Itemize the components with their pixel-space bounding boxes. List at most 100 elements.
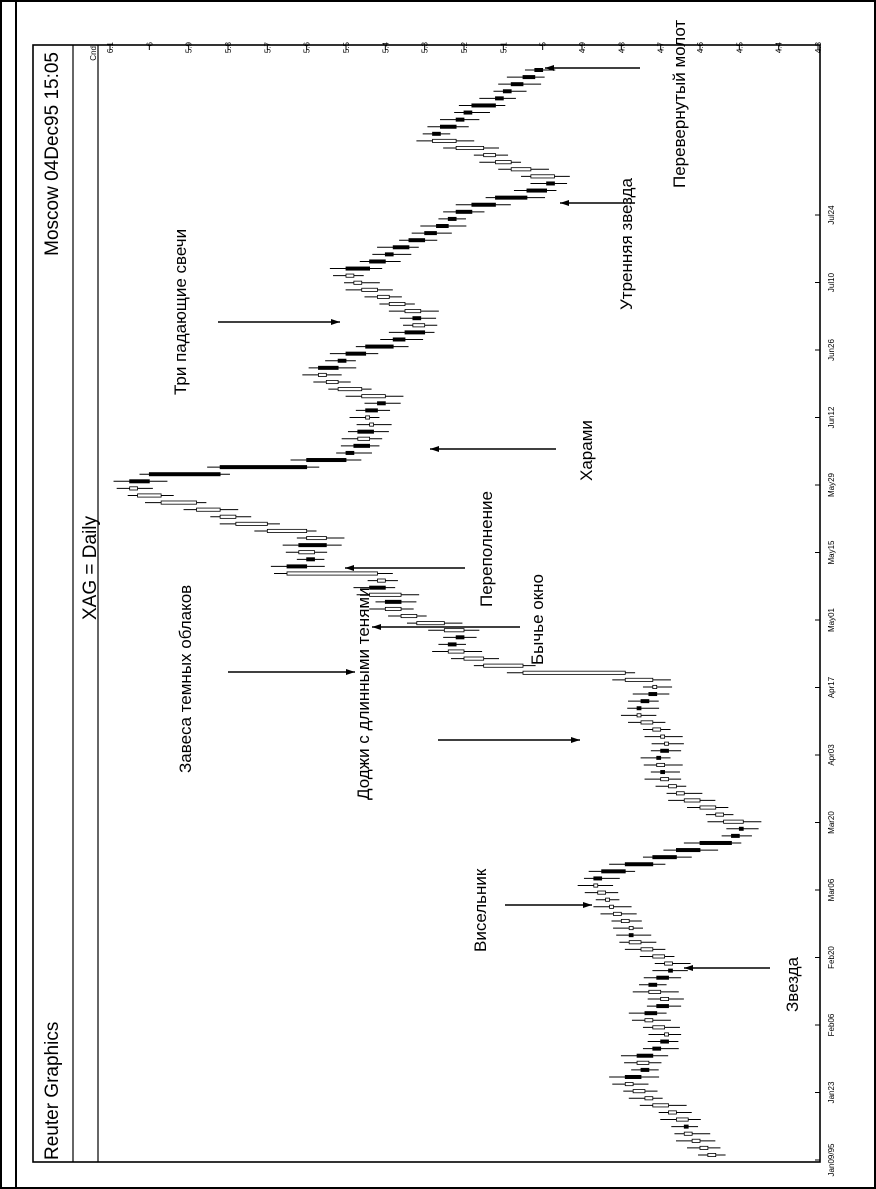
annotation-arrowhead [345,565,354,571]
candle-body [668,784,677,789]
candle-body [266,528,308,533]
candle-body [384,606,402,611]
candle-body [432,138,457,143]
candle-body [365,344,394,349]
candle-body [377,294,390,299]
price-tick-label: 4.4 [775,41,784,53]
candle-body [510,82,524,87]
candle-body [699,840,732,845]
plot-border [32,44,821,1163]
candle-body [660,734,666,739]
candle-body [628,933,634,938]
candle-body [738,826,744,831]
candle-body [392,245,410,250]
annotation-doji-line1: Доджи с длинными тенями [354,587,373,800]
candle-body [636,1053,654,1058]
price-tick-label: 6 [145,41,154,46]
annotation-arrowhead [583,902,592,908]
candle-body [707,1153,717,1158]
candle-body [455,117,465,122]
candle-body [196,507,221,512]
candle-body [412,323,426,328]
chart-title: XAG = Daily [80,515,101,620]
date-tick-label: Feb20 [827,946,836,969]
candle-body [384,599,402,604]
candle-body [345,450,355,455]
candle-body [640,947,654,952]
annotation-arrowhead [545,65,554,71]
candle-body [369,259,386,264]
candle-body [664,961,673,966]
date-tick-label: Feb06 [827,1013,836,1036]
candle-body [404,330,426,335]
candle-body [624,862,654,867]
candle-body [624,1082,634,1087]
candle-body [447,642,457,647]
candle-body [129,486,138,491]
price-tick-label: 5.7 [263,41,272,53]
annotation-dark-cloud: Завеса темных облаков [176,585,195,773]
date-tick-label: Jan09/95 [827,1143,836,1176]
candle-body [640,699,650,704]
candle-body [424,231,437,236]
candle-body [683,798,701,803]
candle-body [613,911,622,916]
candle-body [447,216,457,221]
candle-body [463,656,485,661]
candle-body [699,1145,709,1150]
candle-body [652,684,658,689]
price-tick-label: 5.9 [185,41,194,53]
candle-body [345,266,371,271]
candle-body [361,287,378,292]
date-tick-label: May01 [827,607,836,632]
candle-body [660,770,666,775]
candle-body [298,550,315,555]
candle-body [392,337,406,342]
candle-body [365,415,370,420]
candle-body [357,436,370,441]
annotation-bullish-window: Бычье окно [528,574,547,665]
candle-body [318,372,327,377]
candle-body [668,968,673,973]
date-tick-label: Jun26 [827,339,836,361]
candle-body [620,918,630,923]
candle-body [546,181,555,186]
annotation-engulfing: Переполнение [477,491,496,607]
candle-body [148,472,221,477]
candle-body [129,479,150,484]
candle-body [318,365,339,370]
date-tick-label: Mar20 [827,811,836,834]
candle-body [353,443,371,448]
candle-body [306,557,315,562]
candle-body [648,989,662,994]
candle-body [644,1096,654,1101]
candle-body [443,628,465,633]
candle-body [483,663,524,668]
candle-body [447,649,465,654]
candle-body [384,252,394,257]
annotation-star: Звезда [783,956,802,1012]
candle-body [636,1060,650,1065]
price-tick-label: 4.9 [578,41,587,53]
candle-body [526,188,548,193]
candle-body [676,791,685,796]
annotation-arrowhead [571,737,580,743]
annotation-arrowhead [372,624,381,630]
candle-body [652,1046,662,1051]
price-tick-label: 5.8 [224,41,233,53]
candle-body [683,1131,693,1136]
candle-body [455,146,485,151]
candle-body [365,408,378,413]
annotation-arrowhead [684,965,693,971]
date-tick-label: Apr17 [827,676,836,698]
candle-body [522,670,626,675]
candle-body [219,514,237,519]
price-tick-label: 4.6 [696,41,705,53]
annotation-morning-star: Утренняя звезда [617,178,636,310]
candle-body [676,848,701,853]
candle-body [723,819,744,824]
candle-body [644,1018,654,1023]
candle-body [636,713,642,718]
date-tick-label: Jul10 [827,272,836,292]
candle-body [644,1011,658,1016]
